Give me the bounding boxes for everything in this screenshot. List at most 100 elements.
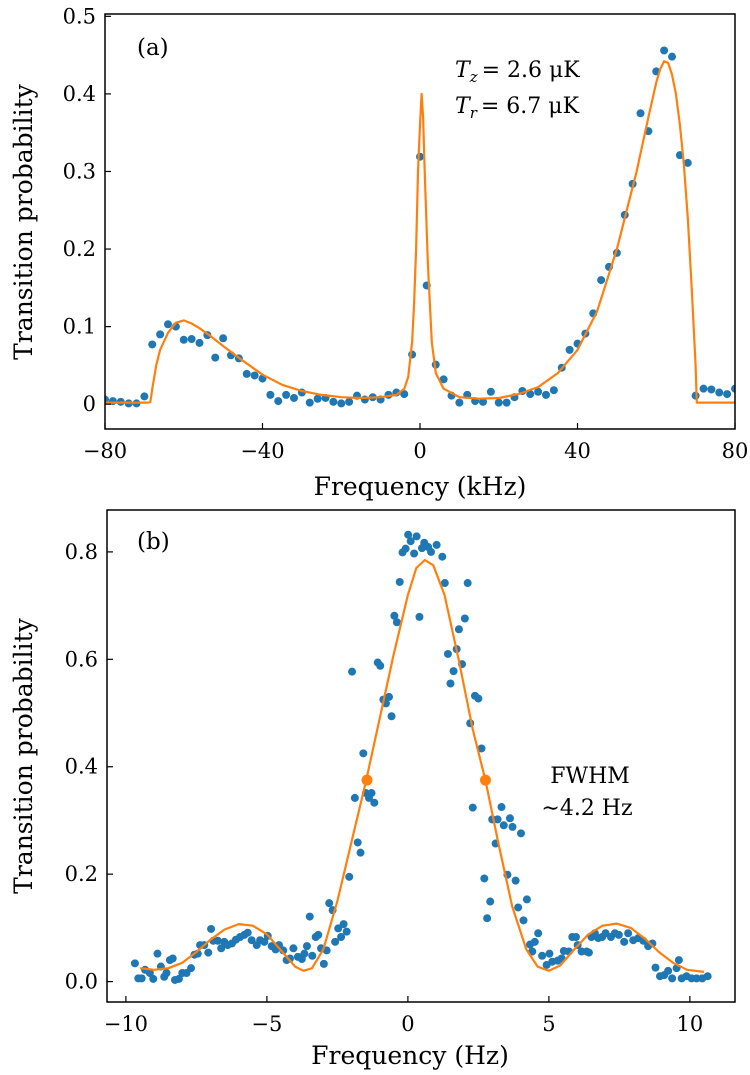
y-tick-label: 0.5 — [63, 4, 96, 28]
data-point — [584, 948, 593, 957]
fit-curve — [105, 60, 735, 404]
data-point — [474, 694, 483, 703]
data-point — [483, 914, 492, 923]
data-point — [519, 916, 528, 925]
data-point — [565, 345, 574, 354]
data-point — [279, 946, 288, 955]
data-point — [174, 974, 183, 983]
data-point — [463, 579, 472, 588]
data-point — [443, 649, 452, 658]
data-point — [493, 815, 502, 824]
y-tick-label: 0.2 — [63, 237, 96, 261]
data-point — [247, 936, 256, 945]
x-tick-label: −10 — [104, 1012, 148, 1036]
data-point — [308, 951, 317, 960]
annotation-fwhm: FWHM — [550, 764, 630, 789]
data-point — [376, 661, 385, 670]
data-point — [242, 369, 251, 378]
data-point — [449, 667, 458, 676]
data-point — [353, 838, 362, 847]
data-point — [282, 390, 291, 399]
data-point — [505, 814, 514, 823]
data-point — [145, 968, 154, 977]
data-point — [314, 930, 323, 939]
data-point — [668, 52, 676, 61]
panel-b-label: (b) — [137, 529, 170, 555]
data-point — [703, 972, 712, 981]
x-tick-label: 10 — [677, 1012, 704, 1036]
data-point — [723, 390, 732, 399]
data-point — [499, 821, 508, 830]
data-point — [219, 334, 228, 343]
data-point — [187, 335, 196, 344]
data-point — [329, 397, 338, 406]
data-point — [325, 899, 334, 908]
data-point — [168, 954, 177, 963]
x-tick-label: −40 — [240, 439, 284, 463]
data-point — [387, 712, 396, 721]
panel-a-axes-frame — [104, 13, 736, 430]
data-point — [715, 388, 724, 397]
data-point — [674, 956, 683, 965]
data-point — [511, 876, 520, 885]
data-point — [508, 822, 517, 831]
panel-a-xlabel: Frequency (kHz) — [314, 472, 527, 501]
data-point — [337, 933, 346, 942]
data-point — [370, 798, 379, 807]
data-point — [289, 944, 298, 953]
data-point — [392, 618, 401, 627]
data-point — [480, 874, 489, 883]
x-tick-label: 0 — [401, 1012, 414, 1036]
data-point — [153, 949, 162, 958]
data-point — [614, 930, 623, 939]
y-tick-label: 0.1 — [63, 315, 96, 339]
y-tick-label: 0.4 — [63, 82, 96, 106]
data-point — [731, 384, 735, 393]
data-point — [479, 397, 487, 406]
annotation-tz-rest: = 2.6 μK — [482, 58, 581, 83]
data-point — [290, 393, 298, 402]
panel-b-axes-frame — [106, 509, 736, 1003]
data-point — [660, 46, 669, 55]
data-point — [266, 390, 275, 399]
data-point — [538, 951, 547, 960]
data-point — [187, 964, 196, 973]
annotation-tz: Tz = 2.6 μK — [455, 58, 580, 86]
data-point — [545, 949, 554, 958]
data-point — [439, 375, 448, 384]
data-point — [446, 679, 455, 688]
data-point — [395, 577, 404, 586]
x-tick-label: 5 — [542, 1012, 555, 1036]
data-point — [542, 390, 550, 399]
data-point — [571, 933, 580, 942]
data-point — [699, 384, 708, 393]
data-point — [148, 340, 157, 349]
data-point — [404, 530, 413, 539]
data-point — [486, 897, 495, 906]
panel-b-marks — [130, 530, 712, 984]
data-point — [514, 903, 523, 912]
data-point — [156, 330, 165, 339]
data-point — [534, 929, 543, 938]
data-point — [345, 397, 354, 406]
annotation-tr: Tr = 6.7 μK — [455, 94, 580, 122]
x-tick-label: 0 — [413, 439, 426, 463]
data-point — [213, 936, 222, 945]
data-point — [534, 387, 543, 396]
data-point — [359, 749, 368, 758]
data-point — [243, 928, 252, 937]
plot-area — [105, 46, 735, 408]
data-point — [384, 692, 393, 701]
annotation-fwhm-value: ∼4.2 Hz — [541, 796, 632, 821]
x-tick-label: −5 — [251, 1012, 282, 1036]
data-point — [300, 949, 309, 958]
annotation-tr-rest: = 6.7 μK — [481, 94, 580, 119]
data-point — [217, 944, 226, 953]
data-point — [337, 399, 346, 408]
data-point — [350, 793, 359, 802]
y-tick-label: 0.4 — [65, 755, 98, 779]
data-point — [526, 390, 535, 399]
data-point — [516, 829, 525, 838]
data-point — [204, 948, 213, 957]
data-point — [440, 579, 449, 588]
